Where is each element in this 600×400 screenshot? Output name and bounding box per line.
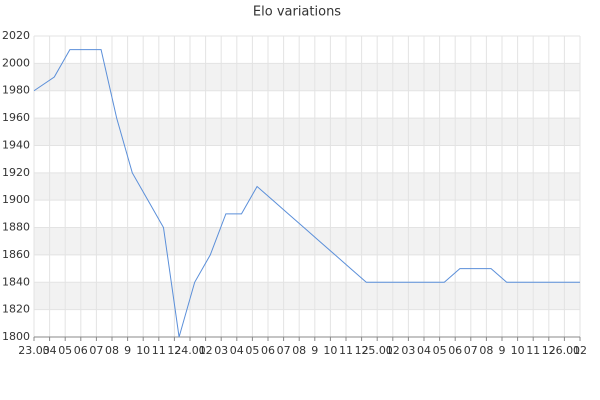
x-tick-label: 25.01 [361, 344, 393, 357]
x-tick-label: 11 [526, 344, 540, 357]
x-tick-label: 9 [311, 344, 318, 357]
y-tick-label: 1940 [2, 138, 30, 151]
x-tick-label: 03 [401, 344, 415, 357]
x-tick-label: 24.01 [174, 344, 206, 357]
plot-band [34, 172, 580, 201]
x-tick-label: 06 [448, 344, 462, 357]
x-tick-label: 05 [245, 344, 259, 357]
y-tick-label: 1960 [2, 111, 30, 124]
x-tick-label: 12 [167, 344, 181, 357]
x-tick-label: 02 [573, 344, 587, 357]
x-tick-label: 23.03 [18, 344, 50, 357]
x-tick-label: 06 [261, 344, 275, 357]
x-tick-label: 04 [43, 344, 57, 357]
y-tick-label: 1920 [2, 166, 30, 179]
plot-band [34, 282, 580, 310]
x-tick-label: 07 [277, 344, 291, 357]
x-tick-label: 10 [323, 344, 337, 357]
y-tick-label: 1900 [2, 193, 30, 206]
x-tick-label: 06 [74, 344, 88, 357]
y-tick-label: 1980 [2, 84, 30, 97]
x-tick-label: 26.01 [549, 344, 581, 357]
plot-band [34, 118, 580, 146]
x-tick-label: 03 [214, 344, 228, 357]
x-tick-label: 07 [89, 344, 103, 357]
x-tick-label: 08 [479, 344, 493, 357]
x-tick-label: 05 [433, 344, 447, 357]
y-tick-label: 1840 [2, 275, 30, 288]
x-tick-label: 12 [355, 344, 369, 357]
x-tick-label: 02 [199, 344, 213, 357]
y-tick-label: 2000 [2, 56, 30, 69]
x-tick-label: 11 [339, 344, 353, 357]
x-tick-label: 10 [136, 344, 150, 357]
y-tick-label: 1860 [2, 248, 30, 261]
plot-band [34, 63, 580, 91]
y-tick-label: 1880 [2, 221, 30, 234]
x-tick-label: 10 [511, 344, 525, 357]
x-tick-label: 07 [464, 344, 478, 357]
chart-title: Elo variations [253, 5, 341, 20]
x-tick-label: 04 [417, 344, 431, 357]
x-tick-label: 9 [499, 344, 506, 357]
x-tick-label: 9 [124, 344, 131, 357]
x-tick-label: 04 [230, 344, 244, 357]
x-tick-label: 11 [152, 344, 166, 357]
y-tick-label: 1820 [2, 303, 30, 316]
y-tick-label: 1800 [2, 330, 30, 343]
x-tick-label: 12 [542, 344, 556, 357]
x-tick-label: 05 [58, 344, 72, 357]
x-tick-label: 08 [105, 344, 119, 357]
x-tick-label: 08 [292, 344, 306, 357]
x-tick-label: 02 [386, 344, 400, 357]
y-tick-label: 2020 [2, 29, 30, 42]
plot-band [34, 227, 580, 255]
data-line [33, 49, 580, 338]
